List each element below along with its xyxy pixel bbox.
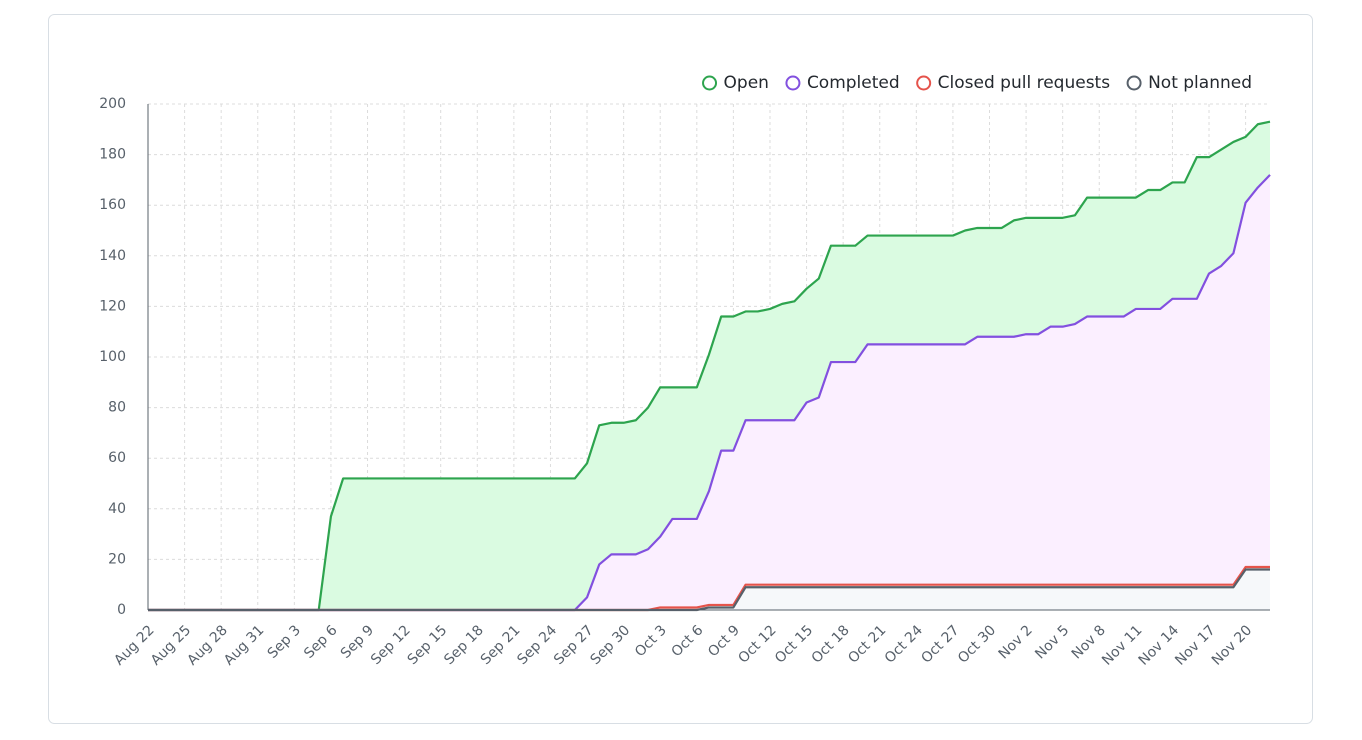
line [148, 120, 1271, 612]
y-tick-label: 20 [108, 551, 126, 567]
y-tick-label: 180 [99, 147, 126, 163]
y-tick-label: 40 [108, 501, 126, 517]
area [148, 569, 1270, 610]
y-tick-label: 200 [99, 96, 126, 112]
y-tick-label: 100 [99, 349, 126, 365]
y-tick-label: 120 [99, 298, 126, 314]
y-tick-label: 80 [108, 400, 126, 416]
y-tick-label: 60 [108, 450, 126, 466]
legend-label: Closed pull requests [938, 73, 1111, 93]
legend-marker [1126, 75, 1142, 91]
y-tick-label: 160 [99, 197, 126, 213]
legend-label: Open [724, 73, 769, 93]
y-tick-label: 140 [99, 248, 126, 264]
legend-label: Completed [807, 73, 900, 93]
area [148, 174, 1270, 610]
legend-label: Not planned [1148, 73, 1252, 93]
legend-marker [916, 75, 932, 91]
y-tick-label: 0 [117, 602, 126, 618]
legend-marker [785, 75, 801, 91]
legend-marker [702, 75, 718, 91]
